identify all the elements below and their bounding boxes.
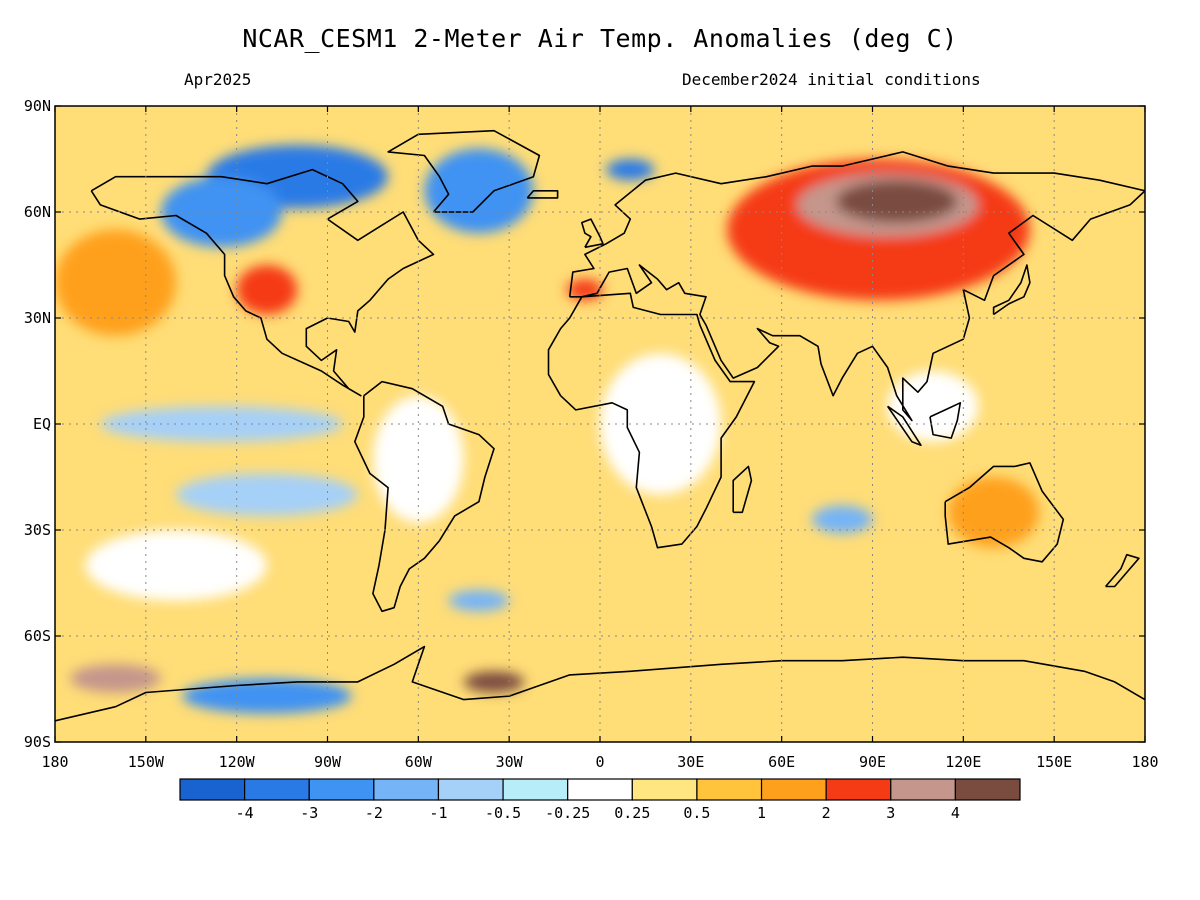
lon-label: 120W <box>219 753 256 771</box>
colorbar-swatch <box>696 778 763 801</box>
colorbar-label: 4 <box>951 804 960 822</box>
latitude-labels: 90N 60N 30N EQ 30S 60S 90S <box>24 97 51 751</box>
colorbar-swatch <box>631 778 698 801</box>
anomaly-region-s-atlantic <box>448 590 510 612</box>
colorbar-swatch <box>373 778 440 801</box>
colorbar-label: 3 <box>886 804 895 822</box>
anomaly-region-barents <box>606 159 655 181</box>
colorbar-label: 0.25 <box>614 804 650 822</box>
init-conditions-label: December2024 initial conditions <box>682 70 981 89</box>
colorbar-label: 2 <box>822 804 831 822</box>
coastline-3 <box>547 292 756 549</box>
anomaly-region-iberia <box>566 279 604 301</box>
colorbar-swatch <box>567 778 633 801</box>
coastline-11 <box>929 402 962 439</box>
anomaly-region-antarctic-pac <box>70 664 161 693</box>
anomaly-region-africa <box>600 353 722 495</box>
lon-label: 90E <box>859 753 886 771</box>
lat-label: EQ <box>33 415 51 433</box>
colorbar-label: -0.25 <box>545 804 590 822</box>
colorbar-swatch <box>244 778 310 801</box>
colorbar-label: -1 <box>429 804 447 822</box>
colorbar-swatch <box>179 778 246 801</box>
colorbar-swatch <box>308 778 375 801</box>
anomaly-region-south-pac <box>176 473 358 516</box>
lon-label: 30E <box>677 753 704 771</box>
lat-label: 60N <box>24 203 51 221</box>
coastline-8 <box>992 264 1031 316</box>
coastline-4 <box>944 462 1065 563</box>
colorbar-swatch <box>760 778 827 801</box>
coastline-2 <box>568 151 1145 422</box>
anomaly-region-australia <box>948 476 1040 548</box>
coastline-7 <box>581 218 604 249</box>
anomaly-region-tropical-pac <box>100 406 343 442</box>
anomaly-region-n-pacific <box>55 229 177 336</box>
anomaly-region-greenland <box>424 148 534 234</box>
lon-label: 90W <box>314 753 342 771</box>
longitude-labels: 180 150W 120W 90W 60W 30W 0 30E 60E 90E 120E 150E 18… <box>41 753 1158 771</box>
colorbar-swatch <box>502 778 569 801</box>
lon-label: 180 <box>41 753 68 771</box>
anomaly-region-e-pacific-s <box>85 530 267 601</box>
colorbar-label: -2 <box>365 804 383 822</box>
anomaly-region-indian-ocean <box>811 505 873 534</box>
colorbar-label: -4 <box>236 804 254 822</box>
colorbar-label: 0.5 <box>683 804 710 822</box>
coastlines <box>55 129 1145 722</box>
colorbar-label: -0.5 <box>485 804 521 822</box>
lon-label: 150E <box>1036 753 1072 771</box>
colorbar-swatch <box>890 778 956 801</box>
lat-label: 90S <box>24 733 51 751</box>
colorbar: -4 -3 -2 -1 -0.5 -0.25 0.25 0.5 1 2 3 4 <box>179 778 1021 822</box>
coastline-0 <box>90 168 435 397</box>
coastline-10 <box>1104 553 1140 588</box>
map-title: NCAR_CESM1 2-Meter Air Temp. Anomalies (… <box>242 24 958 53</box>
colorbar-label: 1 <box>757 804 766 822</box>
lon-label: 180 <box>1131 753 1158 771</box>
coastline-6 <box>55 645 1145 722</box>
coastline-12 <box>886 405 922 446</box>
anomaly-region-us-southwest <box>236 265 298 315</box>
colorbar-label: -3 <box>300 804 318 822</box>
lon-label: 60W <box>405 753 433 771</box>
lat-label: 60S <box>24 627 51 645</box>
anomaly-region-south-america <box>372 395 464 523</box>
coastline-9 <box>732 465 753 514</box>
lon-label: 120E <box>945 753 981 771</box>
anomaly-region-weddell <box>463 671 525 693</box>
lat-label: 30S <box>24 521 51 539</box>
lon-label: 150W <box>128 753 165 771</box>
coastline-13 <box>526 190 559 199</box>
lon-label: 0 <box>595 753 604 771</box>
colorbar-swatch <box>954 778 1021 801</box>
coastline-5 <box>387 129 541 213</box>
lat-label: 30N <box>24 309 51 327</box>
lat-label: 90N <box>24 97 51 115</box>
lon-label: 60E <box>768 753 795 771</box>
valid-month-label: Apr2025 <box>184 70 252 89</box>
gridlines <box>55 106 1145 742</box>
lon-label: 30W <box>496 753 524 771</box>
colorbar-swatch <box>825 778 892 801</box>
map-border <box>54 105 1146 743</box>
anomaly-region-siberia-center <box>836 180 958 223</box>
colorbar-swatch <box>437 778 504 801</box>
anomaly-region-canada-west <box>160 176 283 248</box>
coastline-1 <box>354 380 495 613</box>
